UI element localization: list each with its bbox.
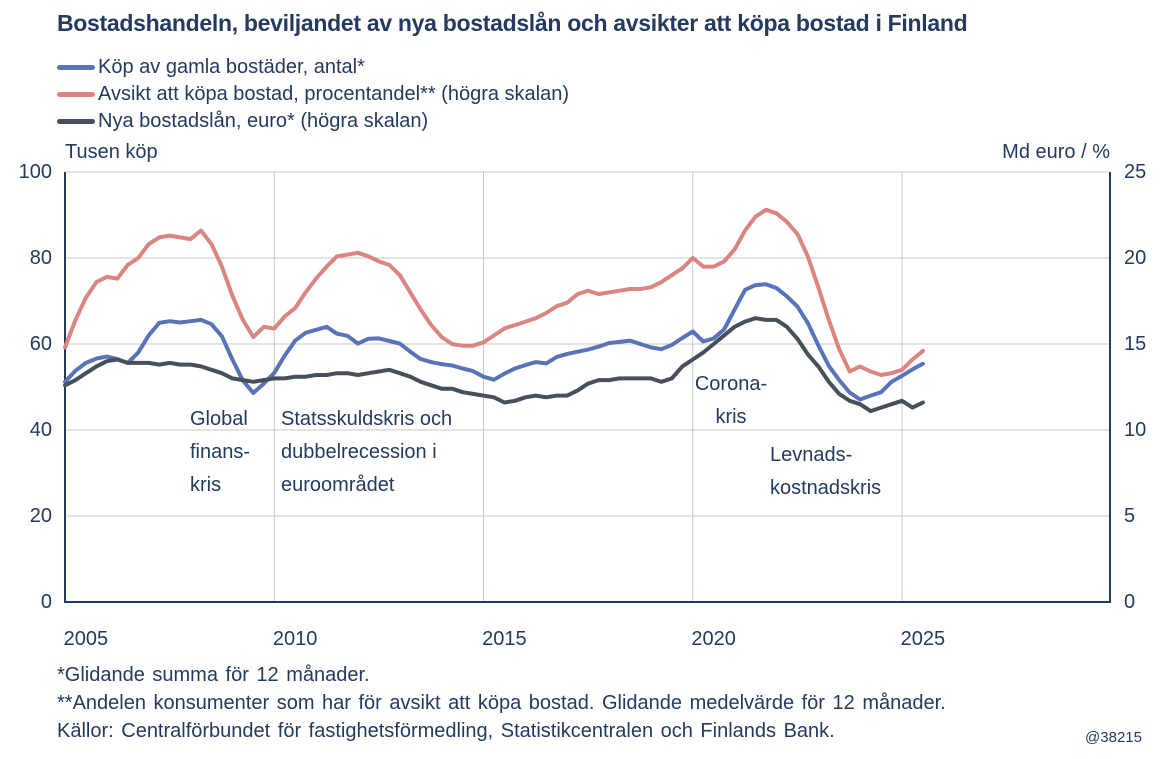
series-line-2 [63,316,925,414]
legend-label: Avsikt att köpa bostad, procentandel** (… [98,83,570,105]
legend-item-kop: Köp av gamla bostäder, antal* [57,54,569,81]
annotation-global-finanskris: Global finans-kris [190,403,250,502]
annotation-line: Statsskuldskris och [281,408,453,430]
annotation-statsskuldskris: Statsskuldskris och dubbelrecession i euro… [281,403,452,502]
annotation-line: Corona- [694,373,768,395]
y-axis-tick-left-40: 40 [29,419,52,441]
legend-line-red-icon [57,92,95,97]
footnote-2: **Andelen konsumenter som har för avsikt… [57,692,946,714]
annotation-coronakris: Corona-kris [694,368,768,434]
y-axis-tick-left-20: 20 [29,505,52,527]
watermark: @38215 [1085,729,1142,746]
legend-line-blue-icon [57,65,95,70]
y-axis-tick-left-60: 60 [29,333,52,355]
x-axis-tick-2005: 2005 [63,628,109,650]
y-axis-tick-right-20: 20 [1124,247,1147,269]
annotation-levnadskostnadskris: Levnads-kostnadskris [770,439,881,505]
annotation-line: Global [190,408,248,430]
annotation-line: euroområdet [281,474,395,496]
y-axis-tick-right-0: 0 [1124,591,1136,613]
annotation-line: dubbelrecession i [281,441,437,463]
y-axis-tick-left-80: 80 [29,247,52,269]
footnotes: *Glidande summa för 12 månader. **Andele… [57,661,946,745]
legend-label: Nya bostadslån, euro* (högra skalan) [98,110,429,132]
legend-line-dark-icon [57,119,95,124]
x-axis-tick-2015: 2015 [482,628,527,650]
legend-item-avsikt: Avsikt att köpa bostad, procentandel** (… [57,81,569,108]
legend-item-lan: Nya bostadslån, euro* (högra skalan) [57,108,569,135]
legend-label: Köp av gamla bostäder, antal* [98,56,365,78]
legend: Köp av gamla bostäder, antal* Avsikt att… [57,54,569,135]
y-axis-tick-left-100: 100 [18,161,52,183]
chart-title: Bostadshandeln, beviljandet av nya bosta… [57,10,968,36]
y-axis-tick-right-10: 10 [1124,419,1147,441]
annotation-line: finans- [190,441,251,463]
annotation-line: kris [190,474,222,496]
annotation-line: Levnads- [770,444,853,466]
annotation-line: kostnadskris [770,477,882,499]
series-line-0 [63,282,925,402]
y-axis-tick-right-25: 25 [1124,161,1147,183]
footnote-1: *Glidande summa för 12 månader. [57,664,370,686]
y-axis-tick-right-15: 15 [1124,333,1147,355]
footnote-3: Källor: Centralförbundet för fastighetsf… [57,720,835,742]
y-axis-tick-right-5: 5 [1124,505,1136,527]
series-line-1 [63,207,925,377]
x-axis-tick-2010: 2010 [272,628,318,650]
right-axis-title: Md euro / % [1002,141,1110,163]
left-axis-title: Tusen köp [65,141,158,163]
x-axis-tick-2020: 2020 [691,628,736,650]
x-axis-tick-2025: 2025 [900,628,946,650]
annotation-line: kris [715,406,747,428]
y-axis-tick-left-0: 0 [40,591,52,613]
